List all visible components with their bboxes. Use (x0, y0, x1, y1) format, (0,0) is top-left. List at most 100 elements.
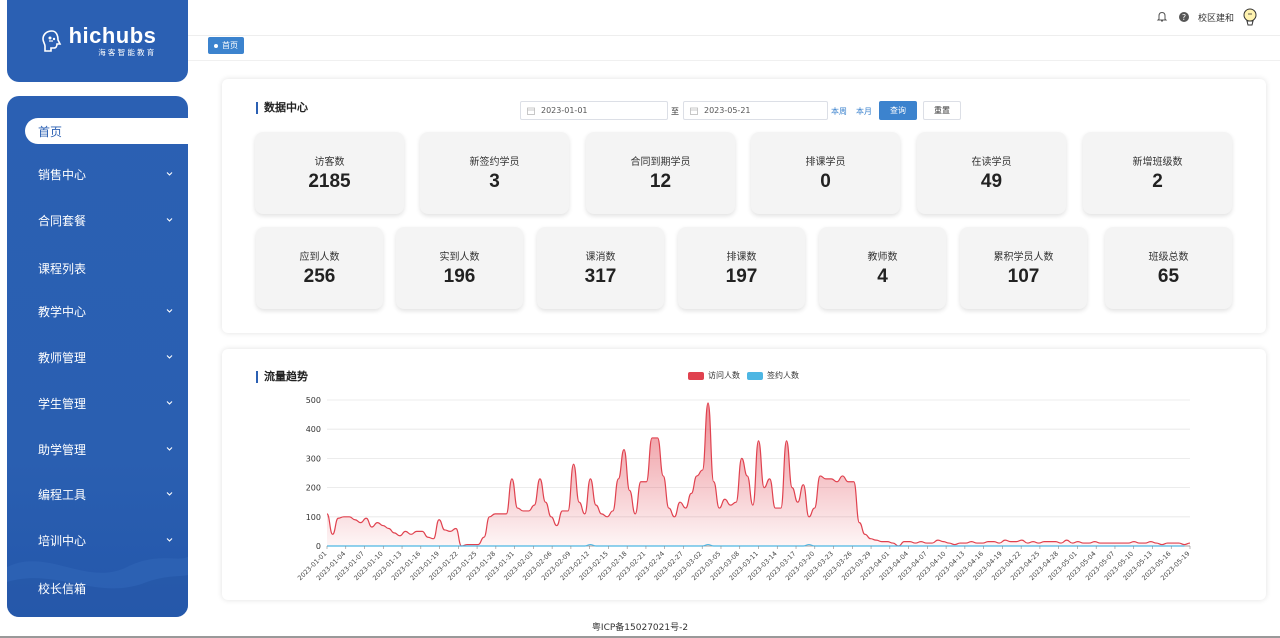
calendar-icon (690, 107, 698, 115)
sidebar-item-label: 教学中心 (38, 304, 87, 319)
stat-value: 49 (980, 171, 1003, 192)
stat-card: 新增班级数 2 (1083, 132, 1232, 214)
this-week-link[interactable]: 本周 (831, 107, 847, 116)
chevron-down-icon (166, 355, 173, 359)
sidebar: 首页销售中心合同套餐课程列表教学中心教师管理学生管理助学管理编程工具培训中心校长… (7, 96, 188, 617)
sidebar-item-contract[interactable]: 合同套餐 (7, 207, 188, 233)
stat-value: 0 (820, 171, 831, 192)
this-month-link[interactable]: 本月 (856, 107, 872, 116)
stat-label: 在读学员 (971, 157, 1012, 168)
chevron-down-icon (166, 309, 173, 313)
sidebar-item-home[interactable]: 首页 (25, 118, 188, 144)
sidebar-wave-decoration (7, 557, 188, 617)
tab-home-label: 首页 (222, 41, 238, 50)
stat-card: 班级总数 65 (1105, 227, 1232, 309)
brain-logo-icon (41, 30, 61, 52)
top-bar: ? 校区建和 (188, 0, 1280, 36)
start-date-input[interactable]: 2023-01-01 (520, 101, 668, 120)
sidebar-item-label: 销售中心 (38, 167, 87, 182)
legend-visit-label: 访问人数 (708, 371, 740, 380)
stat-card: 课消数 317 (537, 227, 664, 309)
user-name[interactable]: 校区建和 (1198, 14, 1235, 24)
y-tick-label: 500 (306, 396, 321, 405)
tab-bar-divider (188, 60, 1280, 61)
stat-card: 应到人数 256 (256, 227, 383, 309)
sidebar-item-study-aid[interactable]: 助学管理 (7, 436, 188, 462)
stat-card: 累积学员人数 107 (960, 227, 1087, 309)
y-tick-label: 0 (316, 542, 321, 551)
stat-card: 实到人数 196 (396, 227, 523, 309)
stat-value: 2 (1152, 171, 1163, 192)
bell-icon[interactable] (1156, 11, 1168, 23)
reset-button[interactable]: 重置 (923, 101, 961, 120)
sidebar-item-label: 教师管理 (38, 350, 87, 365)
tab-home[interactable]: 首页 (208, 37, 244, 54)
sidebar-item-courses[interactable]: 课程列表 (7, 255, 188, 281)
calendar-icon (527, 107, 535, 115)
legend-sign-label: 签约人数 (767, 371, 799, 380)
stat-card: 合同到期学员 12 (586, 132, 735, 214)
stat-label: 新签约学员 (469, 157, 520, 168)
stat-label: 访客数 (314, 157, 345, 168)
chevron-down-icon (166, 447, 173, 451)
stat-card: 排课学员 0 (751, 132, 900, 214)
chevron-down-icon (166, 401, 173, 405)
sidebar-item-label: 课程列表 (38, 261, 87, 276)
stat-label: 新增班级数 (1132, 157, 1183, 168)
sidebar-item-sales[interactable]: 销售中心 (7, 161, 188, 187)
stat-value: 65 (1157, 266, 1180, 287)
sidebar-item-label: 助学管理 (38, 442, 87, 457)
logo[interactable]: hichubs 海客智能教育 (7, 0, 188, 82)
sidebar-item-label: 合同套餐 (38, 213, 87, 228)
sidebar-item-label: 学生管理 (38, 396, 87, 411)
stat-label: 课消数 (585, 252, 616, 263)
stat-card: 新签约学员 3 (420, 132, 569, 214)
stat-value: 197 (725, 266, 758, 287)
sidebar-item-label: 首页 (38, 124, 63, 139)
stat-card: 排课数 197 (678, 227, 805, 309)
bottom-divider (0, 636, 1280, 638)
icp-footer[interactable]: 粤ICP备15027021号-2 (591, 623, 689, 633)
legend-visit[interactable]: 访问人数 (688, 370, 740, 381)
stat-value: 4 (877, 266, 888, 287)
y-tick-label: 100 (306, 513, 321, 522)
stat-value: 2185 (308, 171, 351, 192)
stat-value: 256 (303, 266, 336, 287)
stat-label: 累积学员人数 (993, 252, 1054, 263)
sidebar-item-students[interactable]: 学生管理 (7, 390, 188, 416)
data-center-title: 数据中心 (256, 102, 308, 114)
stat-label: 班级总数 (1148, 252, 1189, 263)
end-date-input[interactable]: 2023-05-21 (683, 101, 828, 120)
avatar-icon[interactable] (1240, 7, 1260, 27)
chevron-down-icon (166, 218, 173, 222)
sidebar-item-label: 培训中心 (38, 533, 87, 548)
legend-visit-swatch (688, 371, 704, 380)
legend-sign-swatch (747, 371, 763, 380)
traffic-title: 流量趋势 (256, 371, 308, 383)
stat-value: 196 (443, 266, 476, 287)
svg-text:?: ? (1182, 13, 1186, 22)
stat-card: 在读学员 49 (917, 132, 1066, 214)
date-range-separator: 至 (671, 107, 679, 116)
stat-value: 107 (1007, 266, 1040, 287)
brand-tagline: 海客智能教育 (98, 48, 157, 58)
series-visit-line (326, 402, 1191, 547)
stat-label: 实到人数 (439, 252, 480, 263)
legend-sign[interactable]: 签约人数 (747, 370, 799, 381)
sidebar-item-mailbox[interactable]: 校长信箱 (7, 575, 188, 601)
active-dot-icon (214, 43, 218, 48)
stat-label: 教师数 (867, 252, 898, 263)
sidebar-item-coding-tools[interactable]: 编程工具 (7, 481, 188, 507)
stat-value: 12 (649, 171, 672, 192)
query-button[interactable]: 查询 (879, 101, 917, 120)
header-divider (188, 35, 1280, 36)
chevron-down-icon (166, 538, 173, 542)
sidebar-item-teaching[interactable]: 教学中心 (7, 298, 188, 324)
stat-label: 排课学员 (805, 157, 846, 168)
stat-label: 排课数 (726, 252, 757, 263)
help-icon[interactable]: ? (1178, 11, 1190, 23)
series-visit-area (327, 402, 1190, 546)
traffic-chart: 01002003004005002023-01-012023-01-042023… (296, 396, 1191, 582)
sidebar-item-training[interactable]: 培训中心 (7, 527, 188, 553)
sidebar-item-teachers[interactable]: 教师管理 (7, 344, 188, 370)
